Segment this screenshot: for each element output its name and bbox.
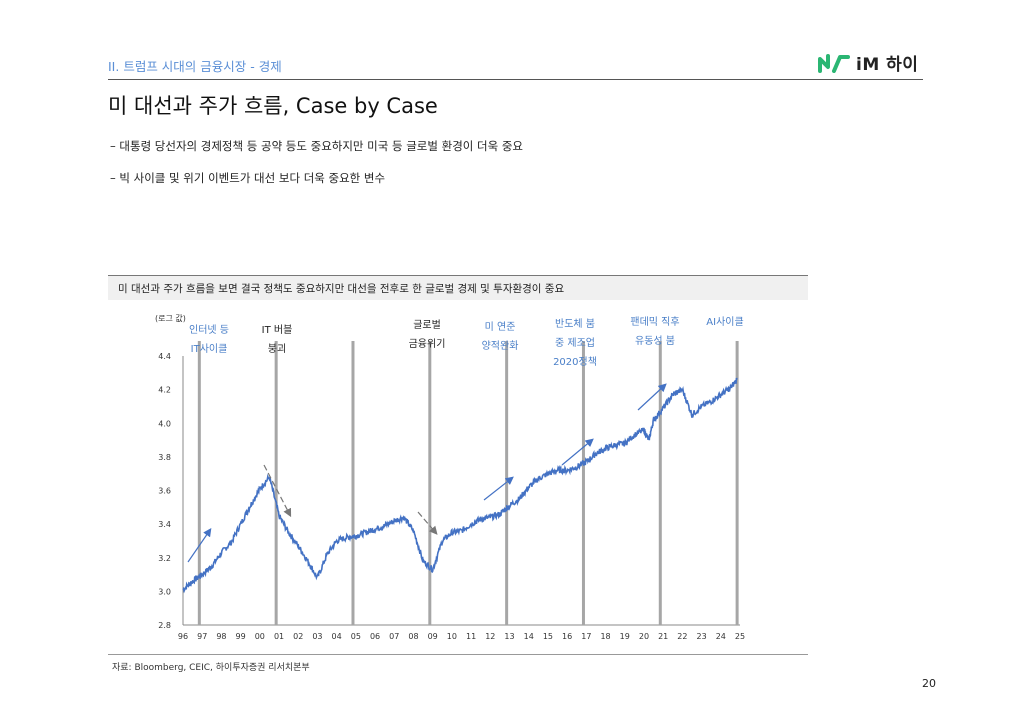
bullet-item: – 빅 사이클 및 위기 이벤트가 대선 보다 더욱 중요한 변수 [110, 171, 386, 185]
x-tick-label: 09 [428, 632, 438, 641]
election-event-bar [274, 341, 278, 625]
y-tick-label: 3.0 [158, 587, 171, 596]
x-tick-label: 02 [293, 632, 303, 641]
event-annotation-label: IT사이클 [191, 343, 228, 355]
stock-index-line [182, 377, 738, 594]
page-title: 미 대선과 주가 흐름, Case by Case [108, 94, 438, 118]
y-tick-label: 2.8 [158, 621, 171, 630]
x-tick-label: 06 [370, 632, 380, 641]
election-event-bar [351, 341, 355, 625]
trend-arrow [483, 476, 514, 501]
event-annotation-label: 금융위기 [409, 337, 446, 350]
event-annotation-label: 중 제조업 [555, 336, 595, 349]
trend-arrow [637, 383, 667, 411]
election-event-bar [658, 341, 662, 625]
x-tick-label: 14 [524, 632, 534, 641]
y-tick-label: 3.6 [158, 487, 171, 496]
section-title: II. 트럼프 시대의 금융시장 - 경제 [108, 59, 282, 74]
x-tick-label: 25 [735, 632, 745, 641]
event-annotation-label: 붕괴 [268, 343, 286, 355]
trend-arrow [187, 528, 212, 563]
x-tick-label: 98 [216, 632, 226, 641]
x-tick-label: 05 [351, 632, 361, 641]
trend-arrow [561, 438, 594, 466]
x-tick-label: 16 [562, 632, 572, 641]
x-tick-label: 15 [543, 632, 553, 641]
event-annotation-label: 미 연준 [485, 321, 516, 333]
y-tick-label: 3.4 [158, 520, 171, 529]
x-tick-label: 11 [466, 632, 476, 641]
y-tick-label: 4.0 [158, 419, 171, 428]
event-annotation-label: AI사이클 [706, 316, 743, 328]
company-logo: iM 하이 [818, 50, 918, 75]
page-number: 20 [922, 677, 936, 690]
bullet-item: – 대통령 당선자의 경제정책 등 공약 등도 중요하지만 미국 등 글로벌 환… [110, 139, 523, 153]
x-tick-label: 21 [658, 632, 668, 641]
x-tick-label: 22 [677, 632, 687, 641]
trend-arrow [417, 511, 438, 535]
event-annotation-label: 팬데믹 직후 [630, 316, 679, 328]
x-tick-label: 07 [389, 632, 399, 641]
x-tick-label: 04 [332, 632, 342, 641]
source-note: 자료: Bloomberg, CEIC, 하이투자증권 리서치본부 [112, 663, 310, 673]
election-event-bar [428, 341, 432, 625]
event-annotation-label: 글로벌 [413, 319, 441, 331]
x-tick-label: 20 [639, 632, 649, 641]
logo-text: iM 하이 [856, 55, 919, 75]
chart-header-text: 미 대선과 주가 흐름을 보면 결국 정책도 중요하지만 대선을 전후로 한 글… [118, 283, 565, 295]
y-tick-label: 4.2 [158, 386, 171, 395]
election-event-bar [735, 341, 739, 625]
x-tick-label: 00 [255, 632, 265, 641]
chart-header-bar: 미 대선과 주가 흐름을 보면 결국 정책도 중요하지만 대선을 전후로 한 글… [108, 275, 808, 300]
x-tick-label: 13 [504, 632, 514, 641]
event-annotation-label: 양적완화 [482, 340, 519, 352]
x-tick-label: 19 [620, 632, 630, 641]
event-annotation-label: 인터넷 등 [189, 324, 229, 336]
y-tick-label: 4.4 [158, 352, 171, 361]
logo-mark-icon [818, 53, 850, 73]
x-tick-label: 17 [581, 632, 591, 641]
election-event-bar [197, 341, 201, 625]
x-tick-label: 99 [236, 632, 246, 641]
y-tick-label: 3.2 [158, 554, 171, 563]
x-tick-label: 03 [312, 632, 322, 641]
event-annotation-label: 2020정책 [553, 356, 597, 368]
x-tick-label: 12 [485, 632, 495, 641]
header-divider [108, 79, 923, 80]
x-tick-label: 08 [408, 632, 418, 641]
x-tick-label: 23 [696, 632, 706, 641]
event-annotation-label: 유동성 붐 [635, 335, 675, 347]
x-tick-label: 18 [600, 632, 610, 641]
y-axis-label: (로그 값) [155, 313, 186, 323]
x-tick-label: 24 [716, 632, 726, 641]
x-tick-label: 96 [178, 632, 188, 641]
x-tick-label: 10 [447, 632, 457, 641]
x-tick-label: 97 [197, 632, 207, 641]
chart-bottom-divider [108, 654, 808, 655]
election-event-bar [581, 341, 585, 625]
event-annotation-label: 반도체 붐 [555, 318, 595, 330]
trend-arrow [263, 464, 292, 518]
y-tick-label: 3.8 [158, 453, 171, 462]
x-tick-label: 01 [274, 632, 284, 641]
event-annotation-label: IT 버블 [262, 324, 293, 336]
